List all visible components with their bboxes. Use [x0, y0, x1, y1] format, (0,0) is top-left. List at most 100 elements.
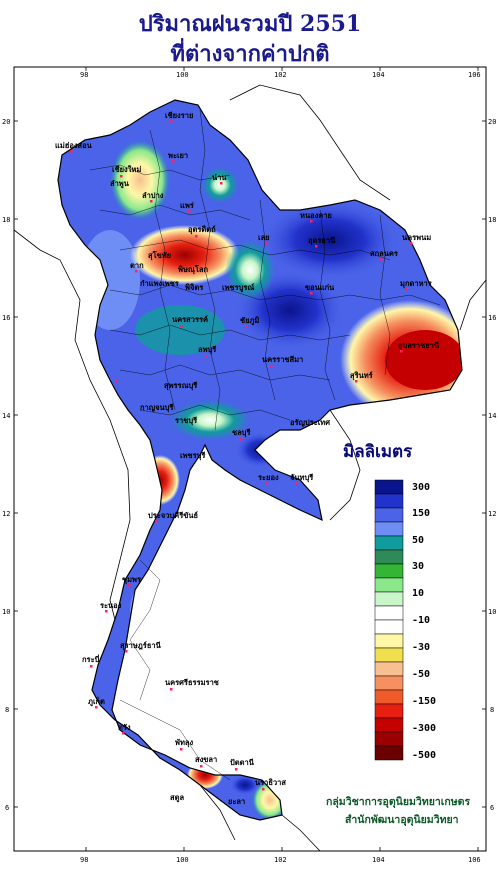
credit-organization: กลุ่มวิชาการอุตุนิยมวิทยาเกษตร: [326, 796, 471, 808]
province-label: สกลนคร: [370, 249, 399, 258]
lat-tick-right: 10: [488, 608, 496, 616]
legend-label: 300: [412, 482, 431, 493]
province-label: เพชรบูรณ์: [222, 283, 254, 293]
legend-label: -50: [412, 669, 431, 680]
lon-tick-bottom: 100: [176, 856, 189, 864]
lon-tick-top: 104: [372, 71, 385, 79]
province-label: พิษณุโลก: [178, 264, 209, 274]
province-label: กระบี่: [82, 653, 100, 664]
province-label: ยะลา: [228, 797, 245, 806]
legend-label: 50: [412, 535, 425, 546]
province-label: ระนอง: [100, 601, 122, 610]
province-label: ระยอง: [258, 473, 279, 482]
map-subtitle: ที่ต่างจากค่าปกติ: [170, 41, 330, 67]
province-label: สุรินทร์: [350, 371, 374, 380]
province-label: อุบลราชธานี: [398, 341, 440, 350]
province-label: ตรัง: [118, 723, 131, 732]
province-label: ตาก: [130, 261, 144, 270]
lat-tick-right: 8: [490, 706, 494, 714]
lon-tick-bottom: 104: [372, 856, 385, 864]
map-title: ปริมาณฝนรวมปี 2551: [138, 11, 362, 37]
legend-swatch: [374, 507, 404, 523]
legend-swatch: [374, 717, 404, 733]
graticule-ticks: 98 100 102 104 106 98 100 102 104 106 20…: [2, 67, 496, 864]
province-boundaries: [89, 109, 441, 781]
lat-tick-left: 14: [2, 412, 10, 420]
legend-swatch: [374, 675, 404, 691]
lat-tick-right: 16: [488, 314, 496, 322]
legend-label: -500: [412, 750, 437, 761]
lat-tick-left: 18: [2, 216, 10, 224]
province-label: เชียงราย: [165, 111, 193, 120]
legend-swatch: [374, 591, 404, 607]
lon-tick-top: 102: [274, 71, 287, 79]
province-label: ราชบุรี: [175, 416, 198, 425]
legend-swatch: [374, 689, 404, 705]
province-label: น่าน: [212, 173, 227, 182]
lat-tick-left: 20: [2, 118, 10, 126]
province-label: อุดรธานี: [308, 236, 336, 245]
province-label: สุราษฎร์ธานี: [120, 641, 162, 650]
province-label: เพชรบุรี: [180, 451, 206, 460]
lat-tick-right: 12: [488, 510, 496, 518]
legend-color-bar: [374, 479, 404, 761]
legend-swatch: [374, 577, 404, 593]
province-label: นครพนม: [402, 233, 431, 242]
legend-swatch: [374, 731, 404, 747]
credit-department: สำนักพัฒนาอุตุนิยมวิทยา: [345, 814, 459, 826]
legend-swatch: [374, 703, 404, 719]
province-label: ประจวบคีรีขันธ์: [148, 511, 198, 520]
province-label: ลำพูน: [110, 179, 130, 189]
legend-swatch: [374, 535, 404, 551]
legend-label: 30: [412, 561, 425, 572]
province-label: กำแพงเพชร: [140, 279, 180, 288]
province-label: สุโขทัย: [148, 250, 171, 260]
province-label: อุตรดิตถ์: [188, 225, 216, 234]
lat-tick-right: 18: [488, 216, 496, 224]
lon-tick-top: 106: [468, 71, 481, 79]
province-label: ชุมพร: [122, 575, 142, 584]
province-label: นครศรีธรรมราช: [165, 678, 219, 687]
province-label: อรัญประเทศ: [290, 418, 330, 427]
lat-tick-left: 10: [2, 608, 10, 616]
lon-tick-bottom: 102: [274, 856, 287, 864]
lon-tick-bottom: 106: [468, 856, 481, 864]
legend-label: -150: [412, 696, 437, 707]
legend-swatch: [374, 633, 404, 649]
province-label: นครราชสีมา: [262, 355, 303, 364]
legend-swatch: [374, 521, 404, 537]
lat-tick-right: 6: [490, 804, 494, 812]
legend-label: 150: [412, 508, 431, 519]
lon-tick-top: 100: [176, 71, 189, 79]
province-label: สุพรรณบุรี: [164, 381, 198, 390]
legend-swatch: [374, 549, 404, 565]
legend-label: -10: [412, 615, 431, 626]
province-label: ปัตตานี: [230, 758, 255, 767]
province-label: นราธิวาส: [255, 778, 286, 787]
neighbor-borders: [13, 84, 487, 852]
thailand-outline: [57, 99, 463, 821]
legend-swatch: [374, 563, 404, 579]
province-label: นครสวรรค์: [172, 315, 208, 324]
province-label: ชัยภูมิ: [240, 316, 259, 326]
province-label: กาญจนบุรี: [140, 403, 174, 412]
lat-tick-left: 8: [5, 706, 9, 714]
legend-swatch: [374, 647, 404, 663]
province-label: ภูเก็ต: [88, 696, 105, 707]
province-label: มุกดาหาร: [400, 279, 433, 288]
province-label: ลพบุรี: [198, 345, 217, 354]
province-label: สงขลา: [195, 755, 217, 764]
province-label: แพร่: [180, 201, 195, 210]
province-label: เชียงใหม่: [112, 165, 141, 174]
province-label: ขอนแก่น: [305, 283, 335, 292]
legend-swatch: [374, 479, 404, 495]
legend-label: -30: [412, 642, 431, 653]
legend-swatch: [374, 745, 404, 761]
lat-tick-left: 16: [2, 314, 10, 322]
legend-swatch: [374, 493, 404, 509]
province-label: หนองคาย: [300, 211, 332, 220]
province-label: แม่ฮ่องสอน: [55, 141, 93, 150]
legend-swatch: [374, 605, 404, 621]
province-label: จันทบุรี: [290, 473, 314, 482]
lat-tick-right: 14: [488, 412, 496, 420]
